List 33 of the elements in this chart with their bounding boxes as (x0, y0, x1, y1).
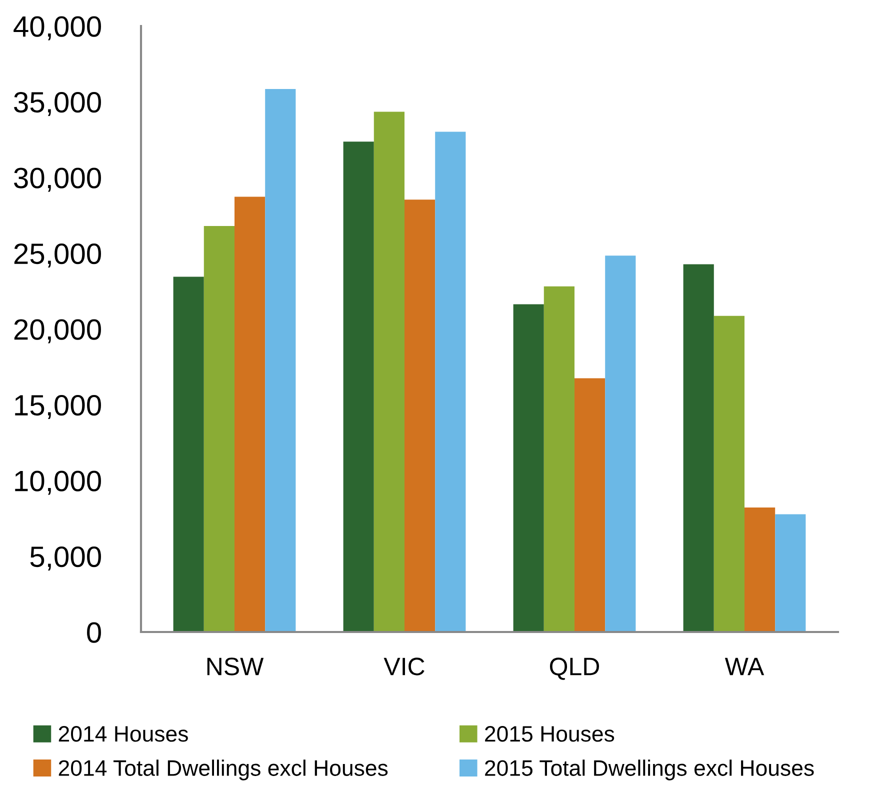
bar (265, 89, 296, 632)
bar (683, 264, 714, 632)
y-tick-label: 20,000 (14, 319, 101, 344)
y-tick-label: 15,000 (15, 394, 101, 420)
bar (513, 304, 544, 632)
y-tick-label: 5,000 (30, 546, 101, 571)
y-tick-label: 30,000 (14, 168, 101, 192)
bar (605, 256, 636, 632)
bar (204, 226, 234, 632)
y-tick-label: 10,000 (15, 470, 101, 495)
x-tick-label: VIC (384, 658, 424, 676)
y-tick-label: 40,000 (14, 16, 101, 40)
bar (714, 316, 744, 632)
bar (574, 378, 606, 632)
bar (435, 132, 466, 632)
legend-label: 2014 Total Dwellings excl Houses (58, 760, 388, 780)
x-tick-label: WA (724, 658, 764, 676)
bar (744, 507, 776, 632)
bar (374, 112, 404, 632)
y-tick-label: 25,000 (14, 243, 101, 268)
bar (173, 276, 204, 632)
legend-label: 2015 Houses (485, 726, 614, 742)
bar (404, 200, 436, 632)
bar (234, 196, 266, 632)
bar (544, 286, 574, 632)
y-tick-label: 0 (87, 622, 101, 643)
x-tick-label: NSW (207, 658, 264, 676)
legend-label: 2014 Houses (58, 726, 188, 742)
bar (343, 142, 374, 632)
y-tick-label: 35,000 (14, 92, 101, 116)
bar (775, 514, 806, 632)
legend-label: 2015 Total Dwellings excl Houses (485, 760, 814, 780)
x-tick-label: QLD (550, 658, 600, 680)
